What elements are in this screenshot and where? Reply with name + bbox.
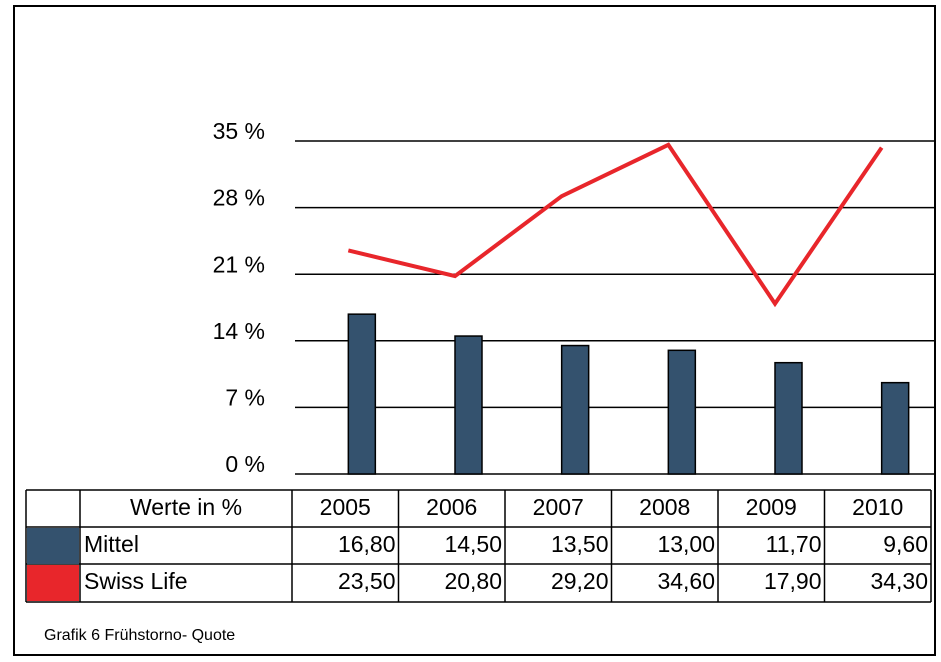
legend-label: Mittel bbox=[84, 531, 139, 557]
legend-swatch bbox=[27, 528, 79, 564]
caption: Grafik 6 Frühstorno- Quote bbox=[44, 627, 235, 644]
legend-label: Swiss Life bbox=[84, 568, 188, 594]
table-value: 11,70 bbox=[766, 531, 822, 557]
legend-swatch bbox=[27, 565, 79, 601]
line bbox=[347, 142, 884, 308]
x-tick-label: 2010 bbox=[852, 494, 903, 520]
bar bbox=[560, 344, 590, 475]
table-value: 16,80 bbox=[338, 531, 396, 557]
x-tick-label: 2009 bbox=[746, 494, 797, 520]
table-value: 13,00 bbox=[657, 531, 715, 557]
y-tick-label: 28 % bbox=[213, 185, 265, 211]
table-value: 13,50 bbox=[551, 531, 609, 557]
x-tick-label: 2006 bbox=[426, 494, 477, 520]
x-tick-label: 2007 bbox=[533, 494, 584, 520]
bar bbox=[774, 361, 803, 475]
table-value: 14,50 bbox=[444, 531, 502, 557]
y-tick-label: 35 % bbox=[213, 118, 265, 144]
x-tick-label: 2008 bbox=[639, 494, 690, 520]
table-header: Werte in % bbox=[130, 494, 242, 520]
frame bbox=[13, 5, 936, 656]
bar bbox=[880, 381, 910, 475]
bar bbox=[454, 335, 483, 475]
bar bbox=[347, 313, 377, 475]
table-value: 34,60 bbox=[657, 568, 715, 594]
y-tick-label: 14 % bbox=[213, 318, 265, 344]
y-tick-label: 0 % bbox=[225, 451, 265, 477]
y-tick-label: 21 % bbox=[213, 251, 265, 277]
bar bbox=[667, 349, 697, 475]
table-value: 17,90 bbox=[764, 568, 822, 594]
table-value: 9,60 bbox=[883, 531, 928, 557]
table-value: 29,20 bbox=[551, 568, 609, 594]
table-value: 20,80 bbox=[444, 568, 502, 594]
y-tick-label: 7 % bbox=[225, 384, 265, 410]
table-value: 34,30 bbox=[870, 568, 928, 594]
table-value: 23,50 bbox=[338, 568, 396, 594]
x-tick-label: 2005 bbox=[320, 494, 371, 520]
